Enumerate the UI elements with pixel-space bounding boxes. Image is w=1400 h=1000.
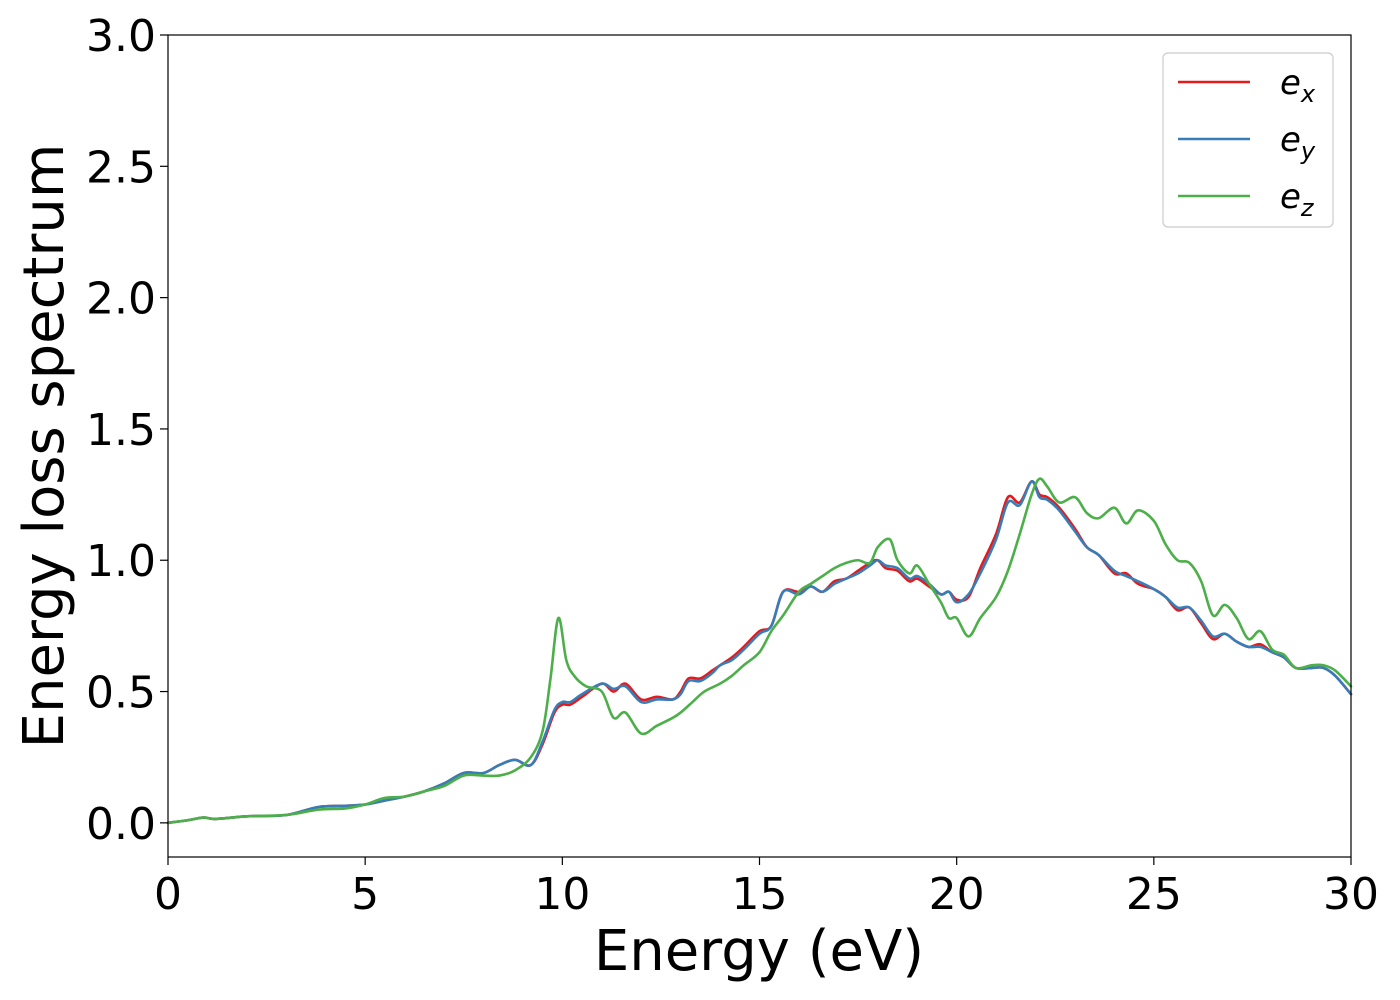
legend-label-subscript: x [1300, 80, 1316, 108]
legend-label-base: e [1280, 120, 1301, 160]
legend-label-y: ey [1280, 120, 1316, 165]
legend-label-subscript: z [1300, 194, 1315, 222]
legend-label-subscript: y [1300, 137, 1316, 165]
y-tick-label: 0.0 [86, 799, 156, 850]
x-tick-label: 30 [1323, 869, 1379, 920]
y-tick-label: 1.0 [86, 536, 156, 587]
x-tick-label: 20 [929, 869, 985, 920]
x-tick-label: 15 [732, 869, 788, 920]
legend-label-base: e [1280, 63, 1301, 103]
x-tick-label: 0 [154, 869, 182, 920]
y-tick-label: 0.5 [86, 668, 156, 719]
y-tick-label: 1.5 [86, 405, 156, 456]
y-tick-label: 3.0 [86, 11, 156, 62]
x-tick-label: 5 [351, 869, 379, 920]
y-axis-title: Energy loss spectrum [12, 144, 77, 749]
x-tick-label: 10 [534, 869, 590, 920]
x-axis-title: Energy (eV) [594, 919, 924, 984]
legend-label-z: ez [1280, 177, 1315, 222]
y-axis-ticks: 0.0 0.5 1.0 1.5 2.0 2.5 3.0 [86, 11, 168, 850]
legend-label-base: e [1280, 177, 1301, 217]
legend-label-x: ex [1280, 63, 1316, 108]
series-line-y [166, 480, 1353, 825]
series-line-z [166, 477, 1353, 825]
x-axis-ticks: 0 5 10 15 20 25 30 [154, 857, 1379, 920]
x-tick-label: 25 [1126, 869, 1182, 920]
plot-area [168, 35, 1351, 857]
series-layer [166, 477, 1353, 825]
y-tick-label: 2.0 [86, 274, 156, 325]
y-tick-label: 2.5 [86, 142, 156, 193]
